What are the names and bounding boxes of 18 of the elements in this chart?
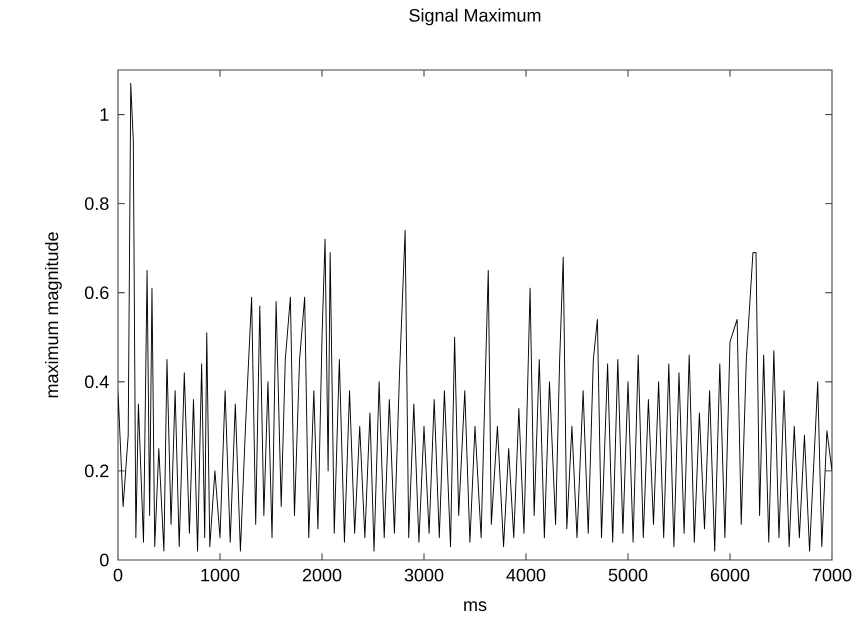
line-series xyxy=(118,82,832,552)
x-tick-label: 6000 xyxy=(710,568,750,582)
y-tick-label: 0.4 xyxy=(84,375,109,388)
x-tick-label: 4000 xyxy=(506,568,546,582)
x-tick-label: 0 xyxy=(114,568,122,582)
x-axis-title: ms xyxy=(464,601,486,612)
y-tick-label: 0.8 xyxy=(84,197,109,210)
y-tick-label: 0 xyxy=(100,554,109,566)
x-tick-label: 1000 xyxy=(201,568,240,582)
chart-title: Signal Maximum xyxy=(409,8,540,26)
y-tick-label: 0.6 xyxy=(84,286,109,300)
y-axis-title: maximum magnitude xyxy=(45,232,62,398)
x-tick-label: 7000 xyxy=(812,568,852,582)
x-tick-label: 2000 xyxy=(302,568,342,582)
x-tick-label: 3000 xyxy=(404,568,444,582)
y-tick-label: 0.2 xyxy=(84,464,108,478)
y-tick-label: 1 xyxy=(100,108,108,121)
x-tick-label: 5000 xyxy=(608,568,648,582)
